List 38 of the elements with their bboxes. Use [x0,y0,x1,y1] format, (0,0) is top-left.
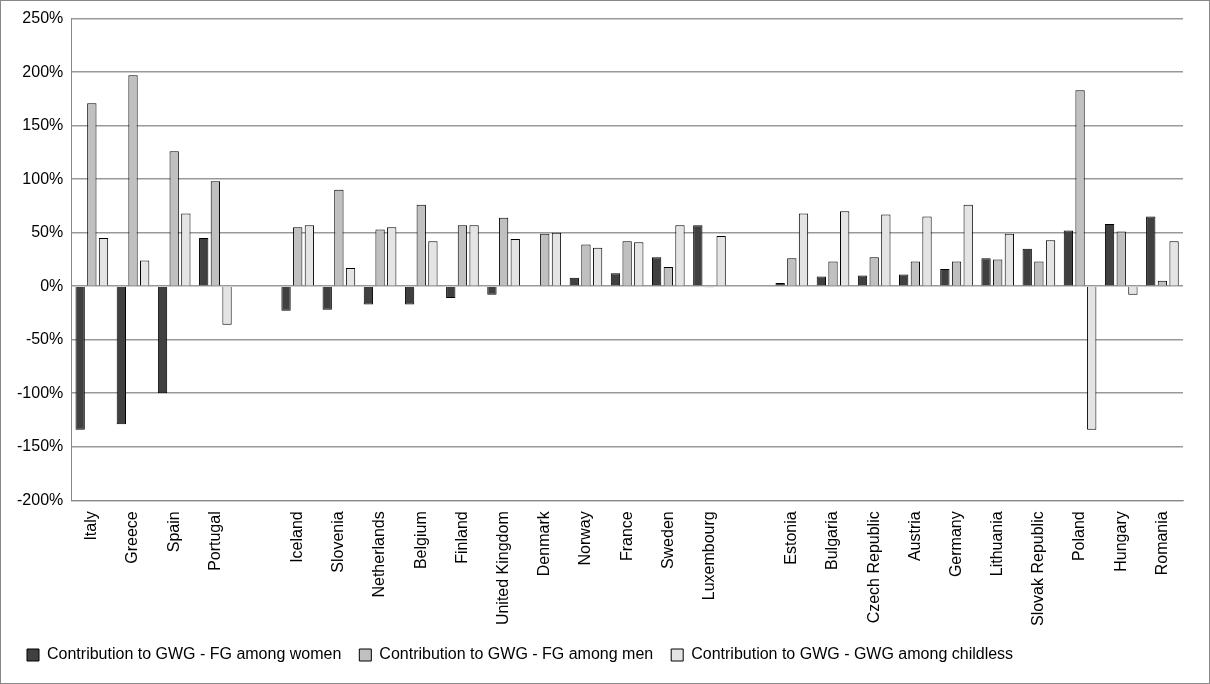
x-tick-label: United Kingdom [494,511,511,626]
y-tick-label: 0% [40,276,64,294]
y-tick-label: 100% [22,169,64,187]
x-tick-label: Austria [905,511,923,562]
y-tick-label: 150% [22,116,64,134]
x-tick-label: Slovenia [329,511,347,573]
y-tick-label: 250% [22,9,64,27]
x-tick-label: Germany [946,511,964,578]
x-tick-label: Iceland [288,511,306,563]
x-tick-label: Netherlands [370,511,388,598]
y-tick-label: 200% [22,62,64,80]
x-tick-label: Lithuania [988,511,1006,577]
x-tick-label: Denmark [535,510,553,577]
x-tick-label: Czech Republic [864,511,882,624]
x-tick-label: Hungary [1111,511,1129,572]
x-tick-label: Spain [164,511,182,553]
y-tick-label: 50% [31,223,64,241]
x-tick-label: Slovak Republic [1029,511,1047,627]
x-tick-label: France [617,511,635,562]
legend-label: Contribution to GWG - FG among women [47,645,342,663]
x-tick-label: Belgium [411,511,429,570]
y-tick-label: -50% [25,330,64,348]
x-tick-label: Sweden [658,511,676,570]
x-tick-label: Portugal [205,511,223,571]
legend-label: Contribution to GWG - FG among men [379,645,654,663]
x-tick-label: Norway [576,511,594,566]
x-tick-label: Greece [123,511,141,564]
y-tick-label: -150% [17,437,64,455]
x-tick-label: Estonia [782,511,800,565]
x-tick-label: Poland [1070,511,1088,562]
x-tick-label: Bulgaria [823,511,841,570]
x-tick-label: Finland [452,511,470,564]
x-tick-label: Luxembourg [699,511,717,601]
legend-label: Contribution to GWG - GWG among childless [691,645,1014,663]
y-tick-label: -100% [17,383,64,401]
x-tick-label: Romania [1152,511,1170,576]
x-tick-label: Italy [82,511,100,541]
y-tick-label: -200% [17,490,64,508]
